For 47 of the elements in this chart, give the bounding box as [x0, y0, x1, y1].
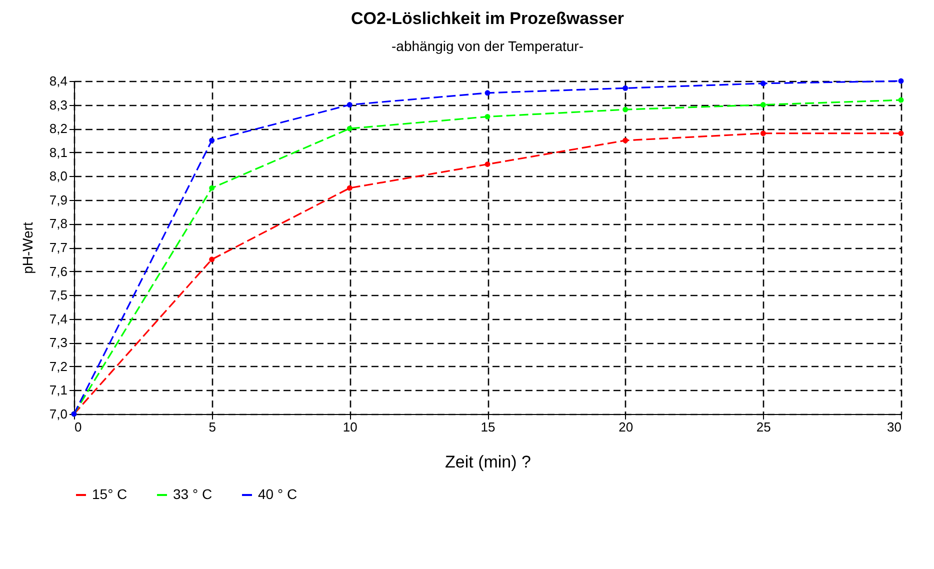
x-tick-label: 25: [756, 420, 771, 434]
point: [622, 138, 628, 144]
y-tick-label: 7,3: [49, 335, 68, 350]
y-tick-label: 7,7: [49, 240, 68, 255]
y-axis-title: pH-Wert: [19, 222, 36, 274]
point: [760, 102, 766, 108]
x-tick-label: 5: [208, 420, 216, 434]
point: [622, 106, 628, 112]
x-tick-label: 30: [887, 420, 902, 434]
point: [898, 97, 904, 103]
chart-subtitle: -abhängig von der Temperatur-: [392, 38, 584, 54]
y-tick-label: 8,0: [49, 168, 68, 184]
point: [209, 185, 215, 191]
y-tick-label: 7,6: [49, 264, 68, 279]
x-axis-title: Zeit (min) ?: [445, 452, 531, 472]
point: [760, 80, 766, 86]
point: [346, 126, 352, 132]
chart-title: CO2-Löslichkeit im Prozeßwasser: [350, 9, 624, 28]
x-tick-label: 10: [342, 420, 358, 434]
point: [346, 102, 352, 108]
y-tick-label: 7,4: [49, 311, 68, 326]
x-tick-label: 0: [74, 420, 82, 434]
legend-label: 33 ° C: [173, 486, 212, 502]
y-tick-label: 7,1: [49, 382, 68, 398]
y-tick-label: 8,3: [49, 97, 68, 112]
y-tick-label: 7,5: [49, 288, 68, 303]
y-tick-label: 8,2: [49, 121, 68, 136]
y-tick-label: 8,4: [49, 74, 68, 88]
point: [622, 85, 628, 91]
legend-label: 40 ° C: [258, 486, 298, 502]
x-tick-label: 15: [480, 420, 496, 434]
y-tick-label: 8,1: [49, 144, 68, 160]
x-tick-label: 20: [618, 420, 634, 434]
point: [484, 162, 490, 167]
y-tick-label: 7,0: [49, 406, 68, 422]
point: [484, 114, 490, 120]
point: [898, 130, 904, 136]
y-tick-label: 7,9: [49, 192, 68, 208]
point: [209, 256, 215, 262]
point: [760, 130, 766, 136]
point: [209, 138, 215, 144]
y-tick-label: 7,8: [49, 216, 68, 232]
point: [898, 78, 904, 84]
point: [484, 90, 490, 96]
y-tick-label: 7,2: [49, 358, 68, 374]
legend-label: 15° C: [92, 486, 128, 502]
point: [346, 185, 352, 191]
